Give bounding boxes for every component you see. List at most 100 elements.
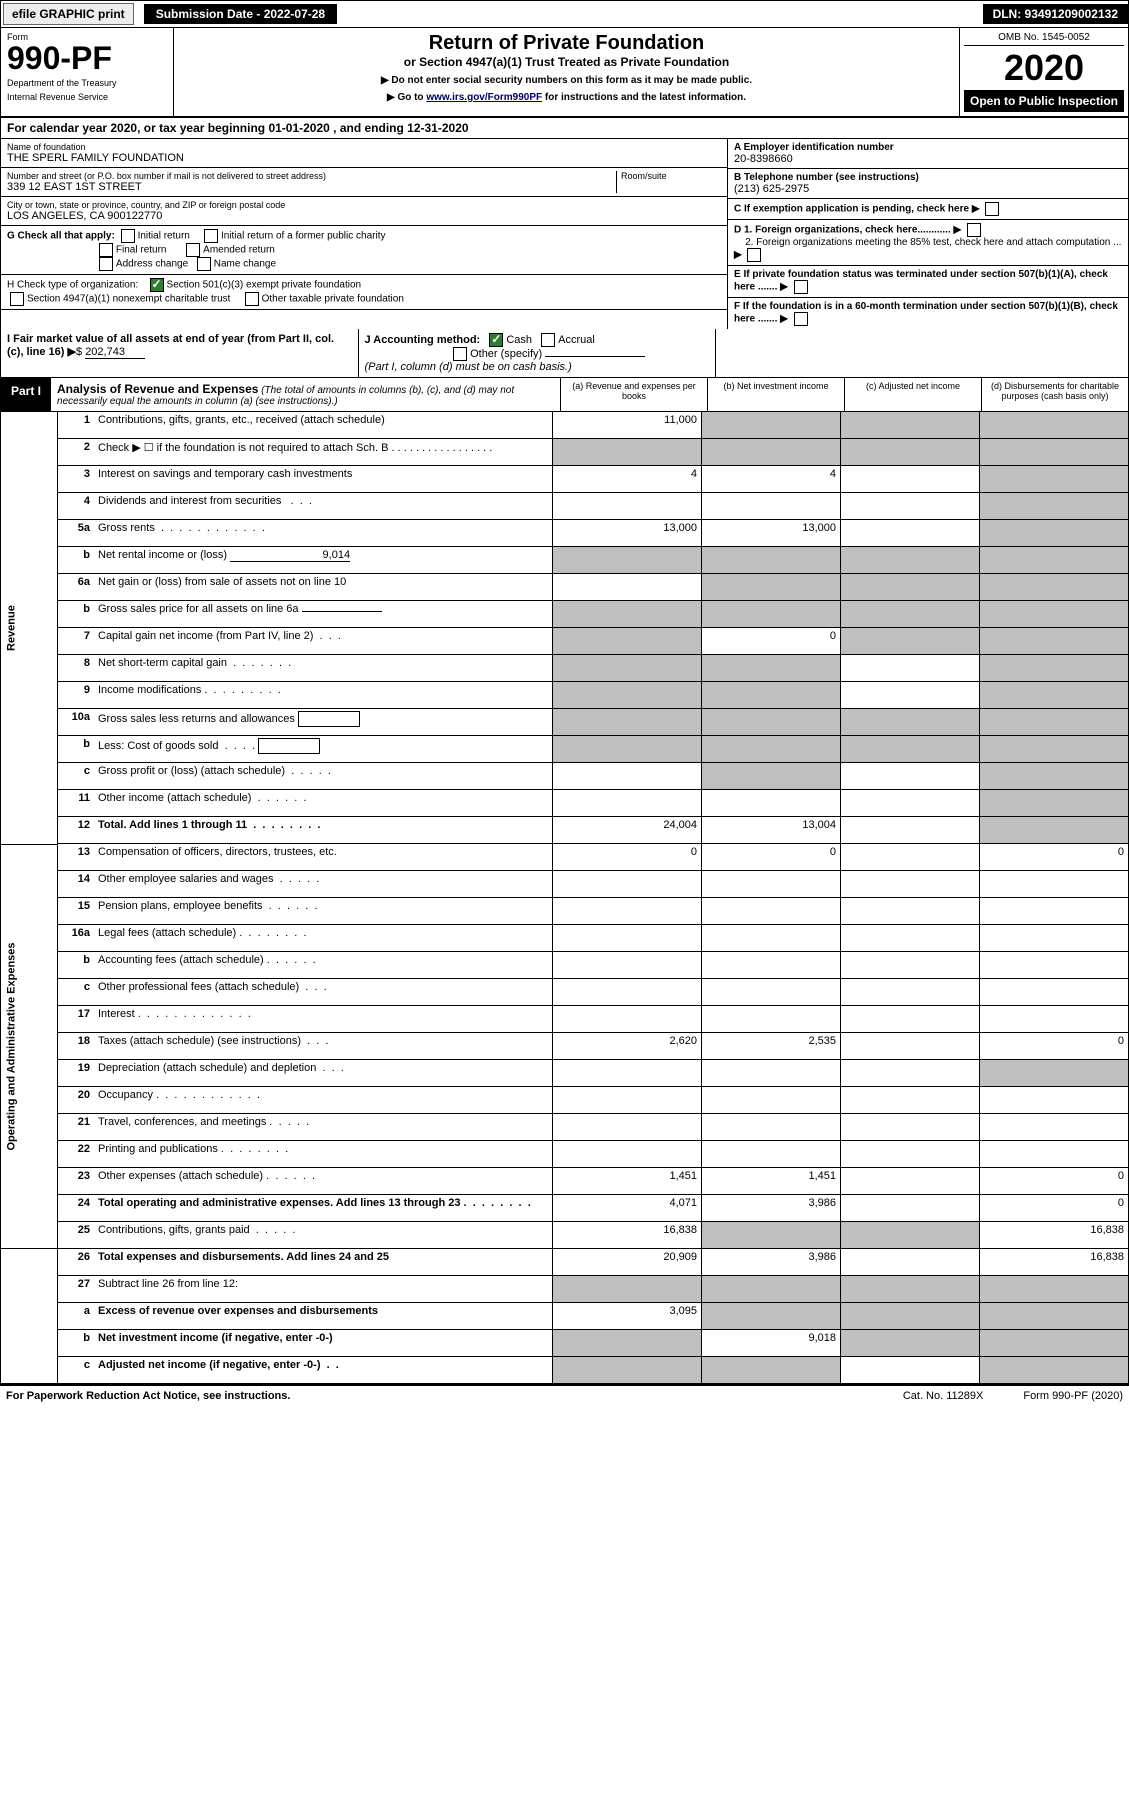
tel-value: (213) 625-2975 <box>734 183 1122 195</box>
part1-title: Analysis of Revenue and Expenses <box>57 382 258 396</box>
expenses-side-label: Operating and Administrative Expenses <box>1 844 58 1249</box>
col-c-header: (c) Adjusted net income <box>844 378 981 411</box>
address-label: Number and street (or P.O. box number if… <box>7 171 616 181</box>
checkbox-4947[interactable] <box>10 292 24 306</box>
j-cash: Cash <box>506 334 532 346</box>
table-row: 8Net short-term capital gain . . . . . .… <box>1 655 1129 682</box>
table-row: bAccounting fees (attach schedule) . . .… <box>1 952 1129 979</box>
g-name: Name change <box>214 259 276 270</box>
foundation-name-label: Name of foundation <box>7 142 721 152</box>
foundation-name: THE SPERL FAMILY FOUNDATION <box>7 152 721 164</box>
col-b-header: (b) Net investment income <box>707 378 844 411</box>
checkbox-other-method[interactable] <box>453 347 467 361</box>
address-value: 339 12 EAST 1ST STREET <box>7 181 616 193</box>
table-row: 23Other expenses (attach schedule) . . .… <box>1 1168 1129 1195</box>
paperwork-notice: For Paperwork Reduction Act Notice, see … <box>6 1390 290 1402</box>
checkbox-c[interactable] <box>985 202 999 216</box>
part1-tag: Part I <box>1 378 51 411</box>
table-row: Operating and Administrative Expenses 13… <box>1 844 1129 871</box>
tax-year: 2020 <box>964 50 1124 86</box>
checkbox-e[interactable] <box>794 280 808 294</box>
table-row: 10aGross sales less returns and allowanc… <box>1 709 1129 736</box>
identification-block: Name of foundation THE SPERL FAMILY FOUN… <box>0 139 1129 329</box>
instr2-pre: ▶ Go to <box>387 92 426 103</box>
checkbox-initial-former[interactable] <box>204 229 218 243</box>
j-accrual: Accrual <box>558 334 595 346</box>
section-h: H Check type of organization: Section 50… <box>1 275 727 310</box>
h-4947: Section 4947(a)(1) nonexempt charitable … <box>27 294 230 305</box>
table-row: 4Dividends and interest from securities … <box>1 493 1129 520</box>
h-other: Other taxable private foundation <box>262 294 404 305</box>
submission-date: Submission Date - 2022-07-28 <box>144 4 337 24</box>
section-f: F If the foundation is in a 60-month ter… <box>728 298 1128 329</box>
dept-treasury: Department of the Treasury <box>7 78 167 88</box>
instruction-1: ▶ Do not enter social security numbers o… <box>178 75 955 86</box>
tel-label: B Telephone number (see instructions) <box>734 172 1122 183</box>
irs-link[interactable]: www.irs.gov/Form990PF <box>426 92 542 103</box>
g-initial-former: Initial return of a former public charit… <box>221 231 386 242</box>
section-g: G Check all that apply: Initial return I… <box>1 226 727 275</box>
h-501c3: Section 501(c)(3) exempt private foundat… <box>167 280 362 291</box>
table-row: cGross profit or (loss) (attach schedule… <box>1 763 1129 790</box>
form-title: Return of Private Foundation <box>178 32 955 55</box>
table-row: 12Total. Add lines 1 through 11 . . . . … <box>1 817 1129 844</box>
table-row: 17Interest . . . . . . . . . . . . . <box>1 1006 1129 1033</box>
j-other: Other (specify) <box>470 348 542 360</box>
section-e: E If private foundation status was termi… <box>728 266 1128 298</box>
city-value: LOS ANGELES, CA 900122770 <box>7 210 721 222</box>
checkbox-f[interactable] <box>794 312 808 326</box>
table-row: 3Interest on savings and temporary cash … <box>1 466 1129 493</box>
checkbox-name-change[interactable] <box>197 257 211 271</box>
dln-label: DLN: 93491209002132 <box>983 4 1128 24</box>
g-final: Final return <box>116 245 167 256</box>
col-a-header: (a) Revenue and expenses per books <box>560 378 707 411</box>
catalog-number: Cat. No. 11289X <box>903 1390 984 1402</box>
table-row: 22Printing and publications . . . . . . … <box>1 1141 1129 1168</box>
checkbox-amended[interactable] <box>186 243 200 257</box>
g-label: G Check all that apply: <box>7 231 115 242</box>
part1-header: Part I Analysis of Revenue and Expenses … <box>0 378 1129 412</box>
omb-number: OMB No. 1545-0052 <box>964 32 1124 46</box>
g-initial: Initial return <box>138 231 190 242</box>
table-row: bNet investment income (if negative, ent… <box>1 1330 1129 1357</box>
checkbox-final-return[interactable] <box>99 243 113 257</box>
g-amended: Amended return <box>203 245 275 256</box>
table-row: 21Travel, conferences, and meetings . . … <box>1 1114 1129 1141</box>
form-header: Form 990-PF Department of the Treasury I… <box>0 28 1129 118</box>
j-label: J Accounting method: <box>365 334 481 346</box>
page-footer: For Paperwork Reduction Act Notice, see … <box>0 1384 1129 1406</box>
part1-table: Revenue 1Contributions, gifts, grants, e… <box>0 412 1129 1384</box>
dept-irs: Internal Revenue Service <box>7 92 167 102</box>
revenue-side-label: Revenue <box>1 412 58 844</box>
table-row: 9Income modifications . . . . . . . . . <box>1 682 1129 709</box>
table-row: 7Capital gain net income (from Part IV, … <box>1 628 1129 655</box>
section-d: D 1. Foreign organizations, check here..… <box>728 220 1128 266</box>
efile-print-button[interactable]: efile GRAPHIC print <box>3 3 134 25</box>
checkbox-d1[interactable] <box>967 223 981 237</box>
table-row: 24Total operating and administrative exp… <box>1 1195 1129 1222</box>
instr2-post: for instructions and the latest informat… <box>542 92 746 103</box>
j-note: (Part I, column (d) must be on cash basi… <box>365 361 572 373</box>
checkbox-address-change[interactable] <box>99 257 113 271</box>
table-row: 18Taxes (attach schedule) (see instructi… <box>1 1033 1129 1060</box>
city-label: City or town, state or province, country… <box>7 200 721 210</box>
table-row: bGross sales price for all assets on lin… <box>1 601 1129 628</box>
table-row: 26Total expenses and disbursements. Add … <box>1 1249 1129 1276</box>
checkbox-cash[interactable] <box>489 333 503 347</box>
table-row: 16aLegal fees (attach schedule) . . . . … <box>1 925 1129 952</box>
open-inspection: Open to Public Inspection <box>964 90 1124 112</box>
calendar-year-line: For calendar year 2020, or tax year begi… <box>0 118 1129 139</box>
table-row: 2Check ▶ ☐ if the foundation is not requ… <box>1 439 1129 466</box>
ein-value: 20-8398660 <box>734 153 1122 165</box>
i-label: I Fair market value of all assets at end… <box>7 333 334 358</box>
checkbox-other-taxable[interactable] <box>245 292 259 306</box>
checkbox-initial-return[interactable] <box>121 229 135 243</box>
table-row: 20Occupancy . . . . . . . . . . . . <box>1 1087 1129 1114</box>
checkbox-d2[interactable] <box>747 248 761 262</box>
instruction-2: ▶ Go to www.irs.gov/Form990PF for instru… <box>178 92 955 103</box>
h-label: H Check type of organization: <box>7 280 138 291</box>
form-number: 990-PF <box>7 42 167 74</box>
checkbox-accrual[interactable] <box>541 333 555 347</box>
checkbox-501c3[interactable] <box>150 278 164 292</box>
table-row: 27Subtract line 26 from line 12: <box>1 1276 1129 1303</box>
